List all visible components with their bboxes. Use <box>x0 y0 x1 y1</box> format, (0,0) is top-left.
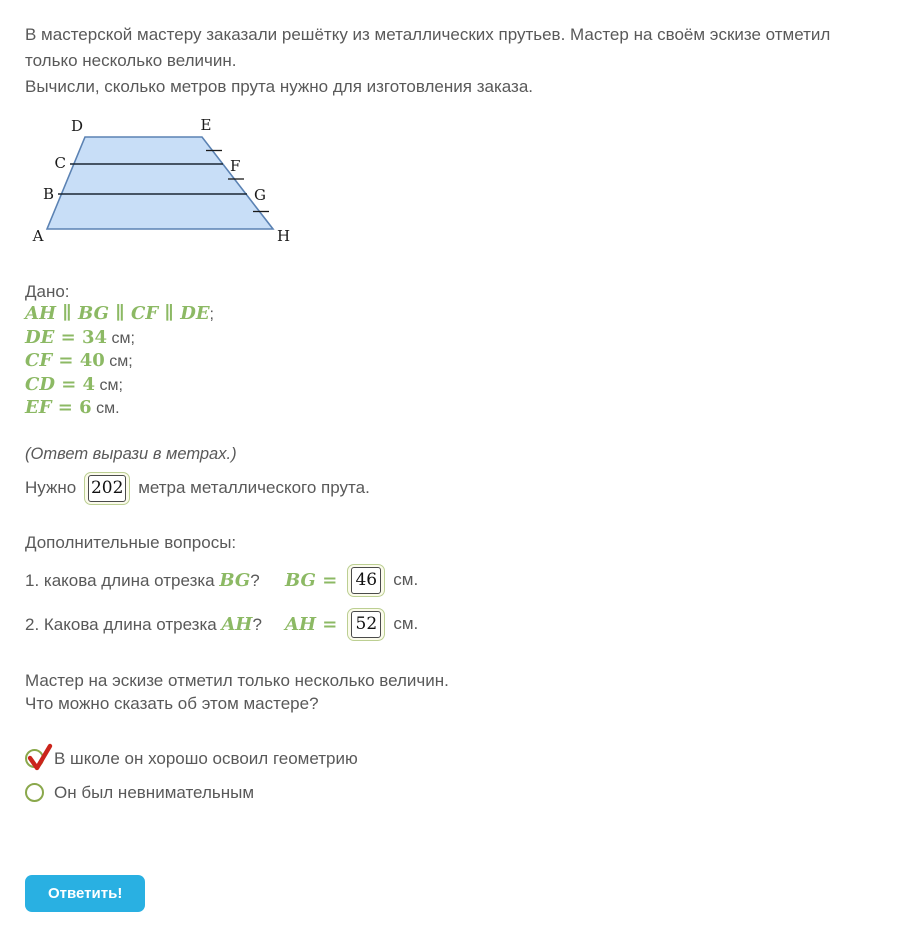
question-2-text: 2. Какова длина отрезка AH? <box>25 614 285 635</box>
vertex-label-h: H <box>277 227 290 245</box>
vertex-label-b: B <box>43 185 54 203</box>
given-line: CF = 40 см; <box>25 350 880 374</box>
given-math-de: DE = 34 <box>25 326 108 348</box>
given-text: ; <box>209 306 214 323</box>
vertex-label-f: F <box>230 157 240 175</box>
poll-option-2-label[interactable]: Он был невнимательным <box>54 782 255 802</box>
given-line: EF = 6 см. <box>25 397 880 421</box>
main-answer-input[interactable] <box>88 474 127 502</box>
question-1-unit: см. <box>393 570 419 589</box>
vertex-label-d: D <box>71 117 83 135</box>
question-1-equation: BG = <box>285 569 338 591</box>
answer-hint: (Ответ вырази в метрах.) <box>25 444 237 463</box>
question-row-2: 2. Какова длина отрезка AH? AH = см. <box>25 607 880 641</box>
given-math-ef: EF = 6 <box>25 397 92 418</box>
question-1-math: BG <box>219 569 251 591</box>
given-header: Дано: <box>25 282 70 301</box>
poll-options: В школе он хорошо освоил геометрию Он бы… <box>25 743 880 803</box>
given-text: см; <box>107 329 135 347</box>
trapezoid-figure: D E C F B G A H <box>25 110 880 255</box>
poll-line-2: Что можно сказать об этом мастере? <box>25 693 319 713</box>
given-block: Дано: AH ∥ BG ∥ CF ∥ DE; DE = 34 см; CF … <box>25 281 880 421</box>
question-1-prefix: 1. какова длина отрезка <box>25 570 220 590</box>
main-answer-input-wrap <box>84 471 131 505</box>
vertex-label-e: E <box>201 116 212 134</box>
radio-button-selected[interactable] <box>25 743 53 771</box>
question-2-math: AH <box>221 613 253 635</box>
question-2-equation: AH = <box>285 613 338 635</box>
question-2-prefix: 2. Какова длина отрезка <box>25 614 222 634</box>
question-1-input[interactable] <box>351 566 382 594</box>
given-line: CD = 4 см; <box>25 374 880 398</box>
poll-option-1[interactable]: В школе он хорошо освоил геометрию <box>25 743 880 771</box>
given-text: см; <box>104 353 133 370</box>
given-text: см. <box>91 400 120 417</box>
question-1-text: 1. какова длина отрезка BG? <box>25 570 285 591</box>
trapezoid-svg: D E C F B G A H <box>32 116 291 245</box>
question-2-suffix: ? <box>252 614 262 634</box>
given-line: DE = 34 см; <box>25 327 880 351</box>
problem-statement: В мастерской мастеру заказали решётку из… <box>25 22 880 100</box>
statement-line-2: Вычисли, сколько метров прута нужно для … <box>25 77 533 96</box>
extra-questions-header: Дополнительные вопросы: <box>25 532 237 552</box>
given-math-cf: CF = 40 <box>25 350 105 371</box>
poll-option-1-label[interactable]: В школе он хорошо освоил геометрию <box>54 748 358 768</box>
given-math-cd: CD = 4 <box>25 373 96 395</box>
submit-button[interactable]: Ответить! <box>25 874 146 912</box>
radio-button-unselected[interactable] <box>25 783 44 802</box>
answer-suffix: метра металлического прута. <box>138 478 370 497</box>
trapezoid-shape <box>45 136 275 230</box>
question-1-suffix: ? <box>250 570 260 590</box>
question-row-1: 1. какова длина отрезка BG? BG = см. <box>25 563 880 597</box>
question-2-input-wrap <box>347 607 386 641</box>
poll-question: Мастер на эскизе отметил только нескольк… <box>25 669 880 715</box>
statement-line-1: В мастерской мастеру заказали решётку из… <box>25 25 831 70</box>
red-check-icon <box>27 743 53 771</box>
vertex-label-c: C <box>55 154 66 172</box>
given-line: AH ∥ BG ∥ CF ∥ DE; <box>25 303 880 327</box>
answer-prefix: Нужно <box>25 478 77 497</box>
vertex-label-a: A <box>32 227 44 245</box>
question-2-input[interactable] <box>351 610 382 638</box>
vertex-label-g: G <box>254 186 266 204</box>
given-text: см; <box>95 376 123 394</box>
extra-questions-block: Дополнительные вопросы: 1. какова длина … <box>25 533 880 641</box>
poll-line-1: Мастер на эскизе отметил только нескольк… <box>25 670 449 690</box>
question-1-input-wrap <box>347 563 386 597</box>
main-answer-row: Нужно метра металлического прута. <box>25 471 880 505</box>
question-2-unit: см. <box>393 614 419 633</box>
given-math-parallel: AH ∥ BG ∥ CF ∥ DE <box>25 303 210 324</box>
poll-option-2[interactable]: Он был невнимательным <box>25 783 880 803</box>
